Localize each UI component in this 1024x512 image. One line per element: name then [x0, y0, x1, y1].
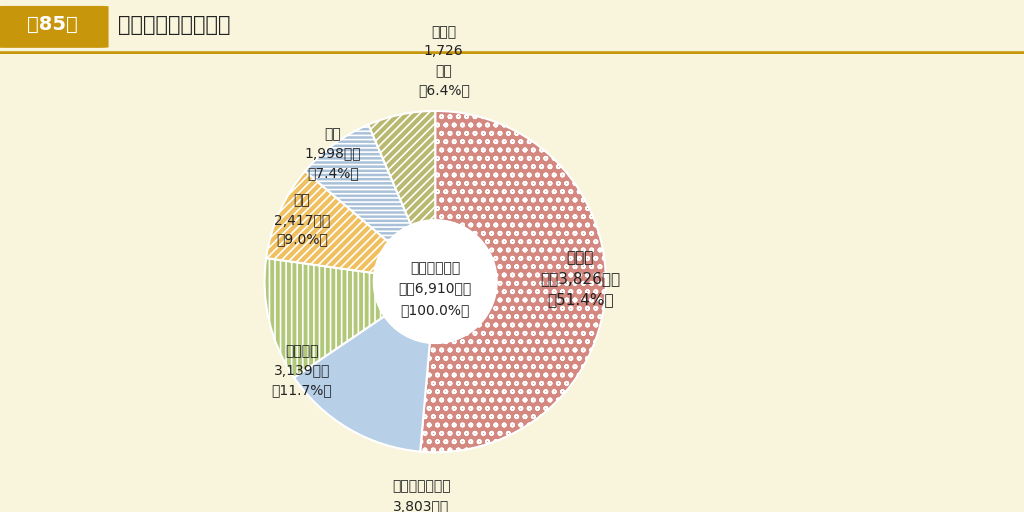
- FancyBboxPatch shape: [0, 6, 109, 48]
- Text: 企業債発行額: 企業債発行額: [410, 261, 461, 275]
- Wedge shape: [294, 316, 430, 452]
- Wedge shape: [305, 124, 412, 242]
- Text: 病院
2,417億円
（9.0%）: 病院 2,417億円 （9.0%）: [274, 194, 330, 247]
- Circle shape: [374, 220, 497, 343]
- Text: 水道（含簡水）
3,803億円
（14.1%）: 水道（含簡水） 3,803億円 （14.1%）: [391, 480, 452, 512]
- Text: 第85図: 第85図: [27, 15, 78, 34]
- Text: 企業債発行額の状況: 企業債発行額の状況: [118, 15, 230, 35]
- Text: 下水道
１兆3,826億円
（51.4%）: 下水道 １兆3,826億円 （51.4%）: [541, 250, 621, 307]
- Wedge shape: [266, 171, 388, 273]
- Text: （100.0%）: （100.0%）: [400, 304, 470, 317]
- Text: ２兆6,910億円: ２兆6,910億円: [398, 282, 472, 295]
- Text: その他
1,726
億円
（6.4%）: その他 1,726 億円 （6.4%）: [418, 25, 470, 97]
- Wedge shape: [420, 111, 606, 452]
- Wedge shape: [264, 258, 384, 377]
- Text: 宅地造成
3,139億円
（11.7%）: 宅地造成 3,139億円 （11.7%）: [271, 344, 333, 397]
- Wedge shape: [369, 111, 435, 225]
- Text: 交通
1,998億円
（7.4%）: 交通 1,998億円 （7.4%）: [304, 127, 361, 180]
